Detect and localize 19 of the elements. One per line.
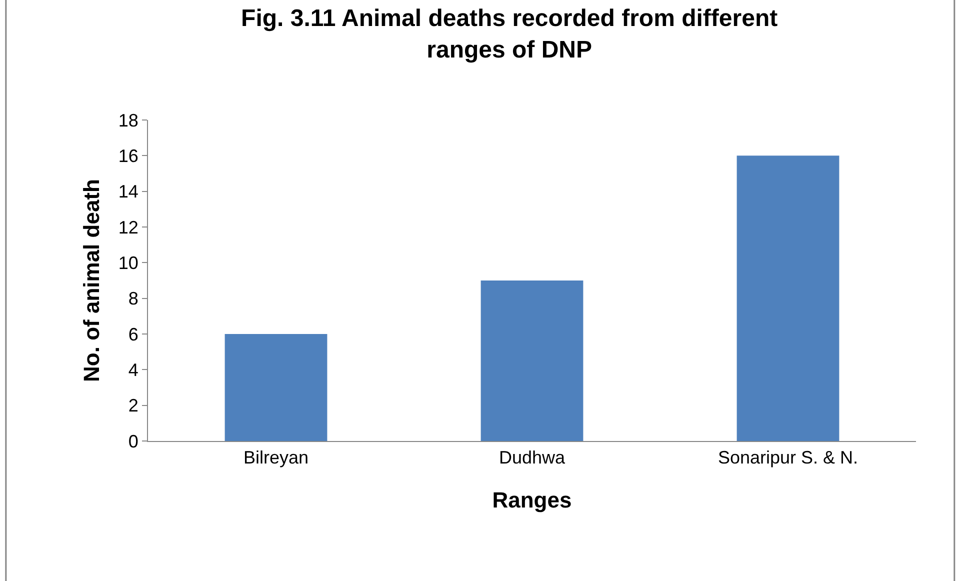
- x-tick-label: Bilreyan: [243, 448, 309, 468]
- y-tick-label: 18: [118, 110, 138, 130]
- x-tick-label: Dudhwa: [498, 448, 566, 468]
- y-tick-label: 12: [118, 217, 138, 238]
- y-tick-label: 8: [128, 288, 138, 309]
- y-tick-label: 2: [128, 396, 138, 416]
- bar: [224, 334, 328, 441]
- y-tick-label: 4: [128, 360, 138, 380]
- y-tick-label: 10: [118, 252, 138, 273]
- y-axis-title: No. of animal death: [79, 179, 104, 382]
- y-tick-label: 16: [118, 146, 138, 166]
- y-tick-label: 6: [128, 324, 138, 344]
- x-axis-title: Ranges: [492, 488, 572, 512]
- bar: [736, 156, 840, 441]
- y-tick-label: 0: [128, 431, 138, 452]
- chart-title: Fig. 3.11 Animal deaths recorded from different ranges of DNP: [241, 5, 778, 64]
- bar: [480, 280, 584, 441]
- y-tick-label: 14: [118, 182, 138, 202]
- x-tick-label: Sonaripur S. & N.: [718, 448, 858, 468]
